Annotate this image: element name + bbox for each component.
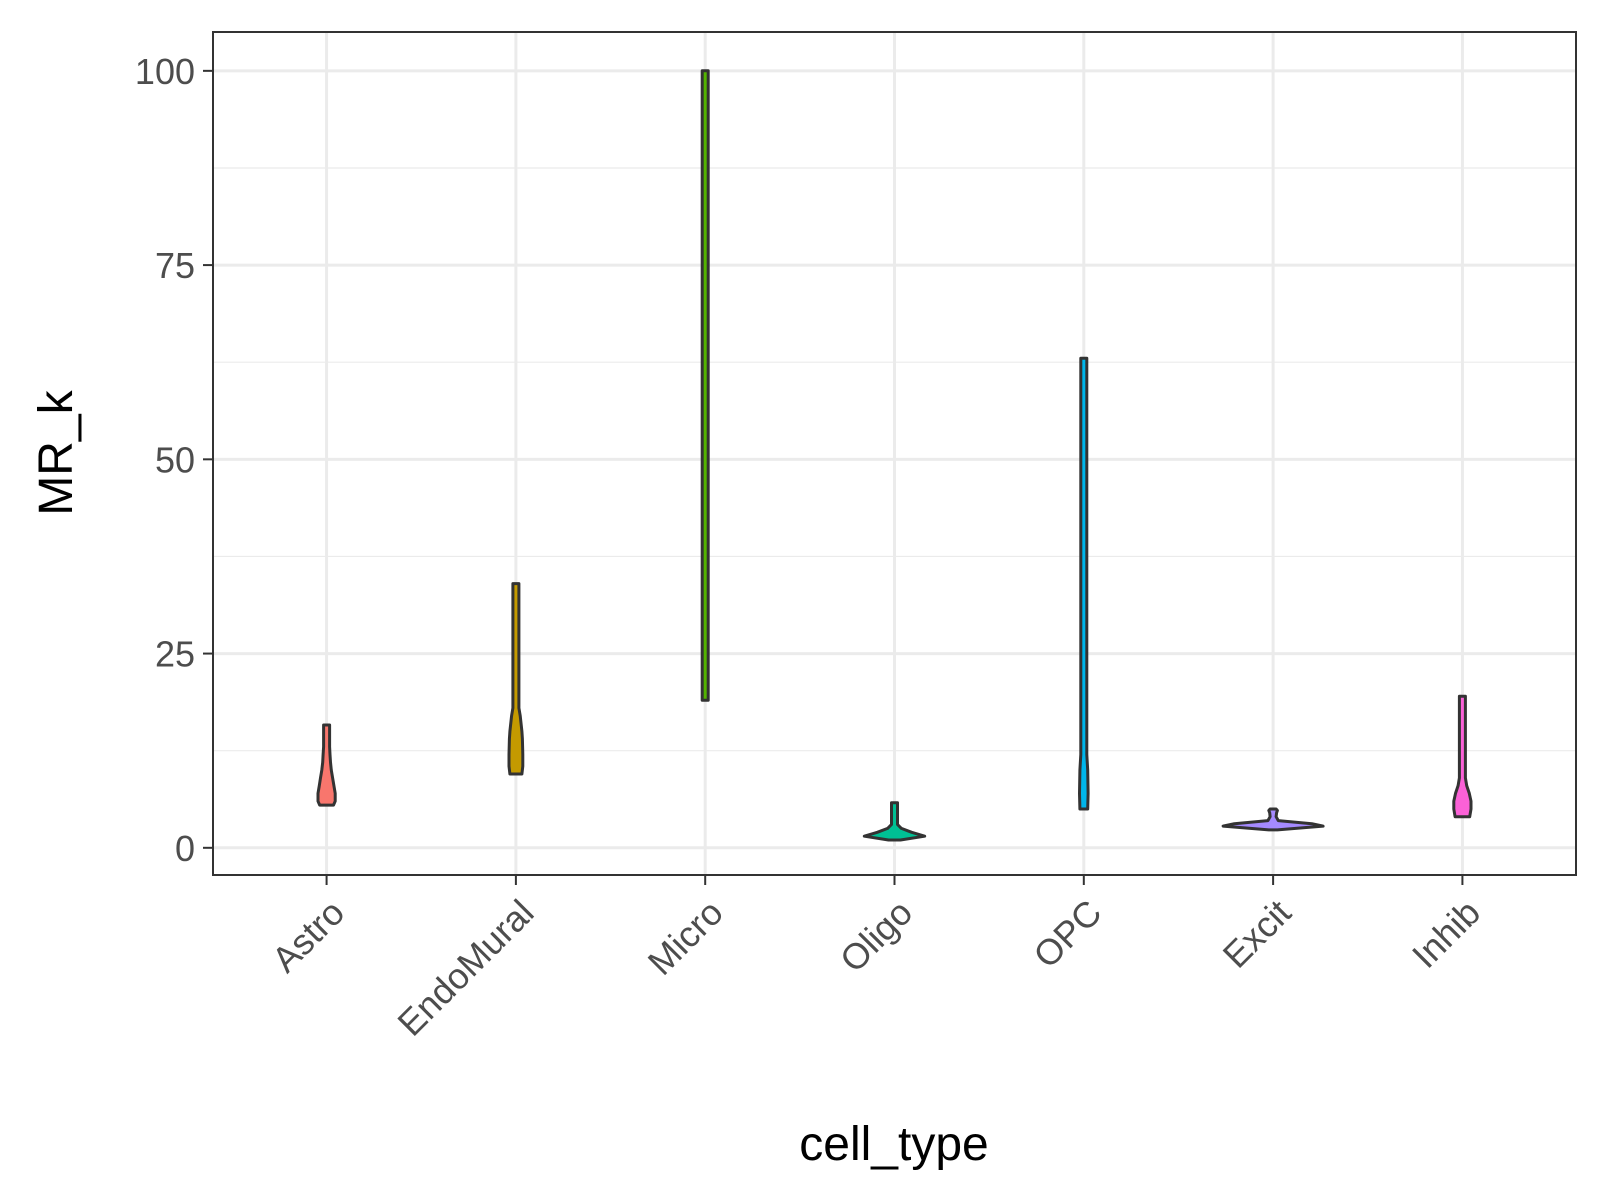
x-axis: Astro EndoMural Micro Oligo OPC Excit Inhib bbox=[264, 875, 1488, 1044]
x-tick-label-opc: OPC bbox=[1025, 892, 1109, 976]
y-tick-label: 100 bbox=[135, 51, 195, 92]
violin-endomural bbox=[507, 582, 525, 776]
violin-opc bbox=[1078, 356, 1090, 811]
y-tick-label: 25 bbox=[155, 634, 195, 675]
x-tick-label-excit: Excit bbox=[1215, 892, 1299, 976]
y-axis-title: MR_k bbox=[30, 389, 83, 515]
x-tick-label-inhib: Inhib bbox=[1404, 892, 1488, 976]
violin-oligo bbox=[862, 801, 927, 842]
x-tick-label-micro: Micro bbox=[640, 892, 731, 983]
violin-astro bbox=[316, 723, 337, 807]
y-tick-label: 0 bbox=[175, 828, 195, 869]
y-tick-label: 50 bbox=[155, 439, 195, 480]
x-tick-label-oligo: Oligo bbox=[832, 892, 920, 980]
x-tick-label-astro: Astro bbox=[264, 892, 352, 980]
x-axis-title: cell_type bbox=[799, 1118, 988, 1171]
x-tick-label-endomural: EndoMural bbox=[389, 892, 541, 1044]
violin-inhib bbox=[1452, 694, 1473, 819]
y-tick-label: 75 bbox=[155, 245, 195, 286]
violin-excit bbox=[1221, 807, 1325, 832]
violin-micro bbox=[700, 69, 710, 702]
violins-layer bbox=[316, 69, 1473, 842]
y-axis: 0 25 50 75 100 bbox=[135, 51, 213, 869]
